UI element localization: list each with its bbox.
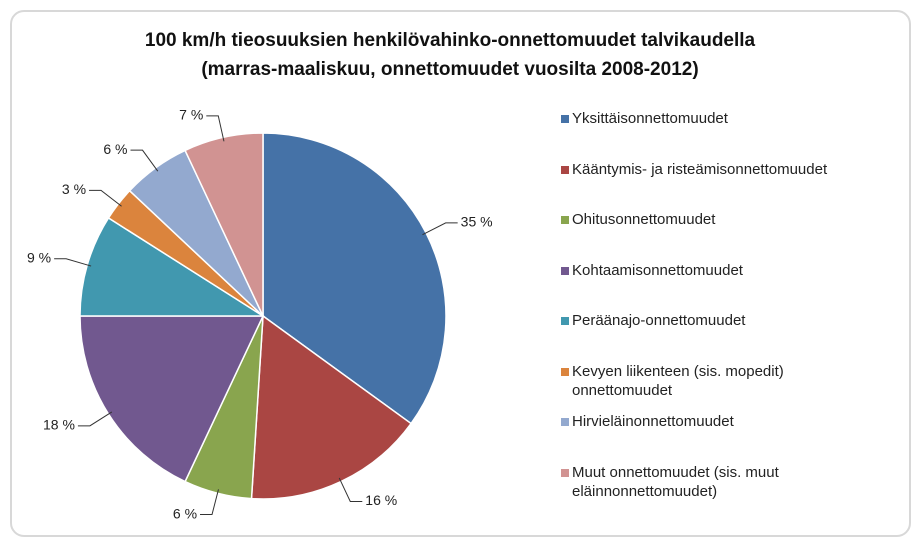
legend-label: Hirvieläinonnettomuudet [572,413,734,430]
legend-swatch [561,115,569,123]
data-label: 18 % [43,417,75,433]
leader-line [422,222,458,236]
legend-swatch [561,317,569,325]
legend-label: Kevyen liikenteen (sis. mopedit) onnetto… [572,362,784,399]
leader-line [338,477,363,502]
chart-title: 100 km/h tieosuuksien henkilövahinko-onn… [144,30,756,80]
leader-line [77,411,113,427]
legend-swatch [561,418,569,426]
legend-swatch [561,367,569,376]
frame [10,10,911,537]
leader-line [206,115,225,142]
data-label: 35 % [461,214,493,230]
legend-swatch [561,266,569,275]
legend-label: Peräänajo-onnettomuudet [572,312,746,329]
data-label: 6 % [103,141,127,157]
legend-label: Muut onnettomuudet (sis. muut eläinnonne… [572,463,779,500]
legend-label: Yksittäisonnettomuudet [572,110,728,127]
leader-line [130,149,159,172]
legend-label: Kohtaamisonnettomuudet [572,261,743,279]
data-label: 7 % [179,107,203,123]
data-label: 9 % [27,250,51,266]
leader-line [89,189,122,207]
data-label: 3 % [62,181,86,197]
legend-swatch [561,216,569,224]
legend-label: Kääntymis- ja risteämisonnettomuudet [572,160,828,178]
leader-line [54,258,92,267]
legend-swatch [561,165,569,174]
data-label: 16 % [365,492,397,508]
leader-line [200,489,219,516]
data-label: 6 % [173,505,197,521]
legend-swatch [561,468,569,477]
legend-label: Ohitusonnettomuudet [572,211,716,228]
